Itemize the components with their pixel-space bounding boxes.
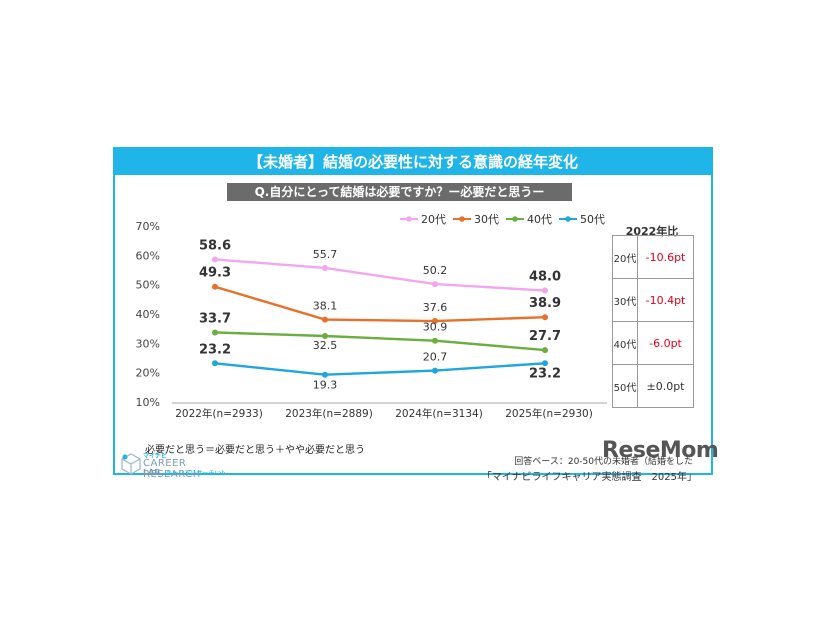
footnote: 必要だと思う＝必要だと思う＋やや必要だと思う <box>145 445 365 456</box>
data-point <box>432 367 438 374</box>
data-label: 49.3 <box>199 266 231 281</box>
x-tick-label: 2023年(n=2889) <box>285 407 373 420</box>
data-point <box>542 287 548 294</box>
data-point <box>542 347 548 354</box>
comparison-row: 50代 ±0.0pt <box>612 364 694 408</box>
series-line <box>214 285 546 323</box>
comparison-diff: -6.0pt <box>637 321 694 365</box>
data-label: 20.7 <box>423 351 448 364</box>
data-point <box>432 337 438 344</box>
data-label: 27.7 <box>529 329 561 344</box>
data-label: 23.2 <box>529 366 561 381</box>
comparison-diff: -10.4pt <box>637 278 694 322</box>
data-label: 55.7 <box>313 248 338 261</box>
legend-marker <box>406 216 412 222</box>
logo-line1: CAREER RESEARCH <box>143 458 201 480</box>
legend-marker <box>512 216 518 222</box>
comparison-row: 30代 -10.4pt <box>612 278 694 322</box>
data-point <box>322 264 328 271</box>
series-line <box>214 258 546 292</box>
logo-line2: LAB キャリアリサーチLab <box>143 468 225 477</box>
legend-label: 20代 <box>421 213 446 226</box>
data-point <box>212 256 218 263</box>
legend-marker <box>459 216 465 222</box>
legend-label: 30代 <box>474 213 499 226</box>
comparison-diff: -10.6pt <box>637 235 694 279</box>
data-label: 33.7 <box>199 311 231 326</box>
comparison-diff: ±0.0pt <box>637 364 694 408</box>
y-tick-label: 20% <box>136 367 160 380</box>
data-point <box>322 371 328 378</box>
data-label: 19.3 <box>313 379 338 392</box>
y-tick-label: 30% <box>136 337 160 350</box>
legend-label: 40代 <box>527 213 552 226</box>
comparison-row: 20代 -10.6pt <box>612 235 694 279</box>
career-research-lab-logo: マイナビ CAREER RESEARCH LAB キャリアリサーチLab <box>121 451 241 480</box>
series-line <box>214 362 546 376</box>
question-label: Q.自分にとって結婚は必要ですか？ー必要だと思うー <box>227 183 572 201</box>
data-label: 50.2 <box>423 264 448 277</box>
x-tick-label: 2024年(n=3134) <box>395 407 483 420</box>
x-tick-label: 2025年(n=2930) <box>505 407 593 420</box>
cube-icon <box>121 453 141 475</box>
data-label: 37.6 <box>423 301 448 314</box>
y-tick-label: 40% <box>136 308 160 321</box>
comparison-age: 40代 <box>612 321 638 365</box>
line-chart: 10% 20% 30% 40% 50% 60% 70% 2022年(n=2933) 2023年(… <box>136 213 607 420</box>
legend-marker <box>565 216 571 222</box>
data-point <box>542 314 548 321</box>
y-tick-label: 50% <box>136 279 160 292</box>
logo-lab: LAB <box>143 468 161 477</box>
data-label: 38.1 <box>313 300 338 313</box>
data-label: 48.0 <box>529 270 561 285</box>
data-point <box>432 281 438 288</box>
logo-line2-sub: キャリアリサーチLab <box>166 470 226 477</box>
y-tick-label: 60% <box>136 249 160 262</box>
y-tick-label: 10% <box>136 396 160 409</box>
series-line <box>214 331 546 352</box>
source-note: 回答ベース：20-50代の未婚者（結婚をした <box>514 457 693 467</box>
legend-label: 50代 <box>580 213 605 226</box>
data-label: 30.9 <box>423 321 448 334</box>
y-tick-label: 70% <box>136 220 160 233</box>
data-label: 38.9 <box>529 296 561 311</box>
comparison-row: 40代 -6.0pt <box>612 321 694 365</box>
data-point <box>212 329 218 336</box>
data-point <box>322 316 328 323</box>
x-tick-label: 2022年(n=2933) <box>175 407 263 420</box>
data-label: 58.6 <box>199 238 231 253</box>
comparison-age: 20代 <box>612 235 638 279</box>
data-point <box>542 360 548 367</box>
banner-title: 【未婚者】結婚の必要性に対する意識の経年変化 <box>115 149 711 175</box>
data-point <box>322 333 328 339</box>
chart-card: 【未婚者】結婚の必要性に対する意識の経年変化 Q.自分にとって結婚は必要ですか？… <box>113 147 713 483</box>
data-point <box>212 360 218 367</box>
comparison-age: 30代 <box>612 278 638 322</box>
data-point <box>212 283 218 290</box>
data-label: 32.5 <box>313 339 338 352</box>
survey-credit: 「マイナビライフキャリア実態調査 2025年」 <box>481 472 697 483</box>
data-label: 23.2 <box>199 342 231 357</box>
logo-small-text: マイナビ <box>143 453 167 460</box>
watermark-logo: ReseMom <box>602 438 719 463</box>
comparison-age: 50代 <box>612 364 638 408</box>
comparison-table: 20代 -10.6pt 30代 -10.4pt 40代 -6.0pt 50代 ±… <box>612 235 694 408</box>
data-point <box>432 318 438 325</box>
comparison-header: 2022年比 <box>625 225 679 238</box>
